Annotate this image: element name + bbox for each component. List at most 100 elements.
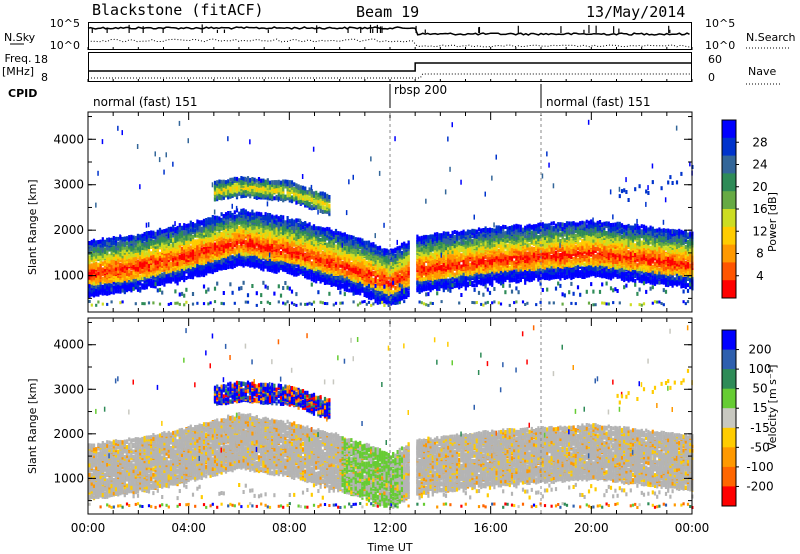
power-cell bbox=[139, 268, 142, 273]
power-cell bbox=[249, 139, 251, 145]
power-cell bbox=[304, 221, 307, 225]
power-cell bbox=[229, 231, 232, 236]
power-cell bbox=[350, 261, 353, 266]
power-cell bbox=[271, 194, 274, 199]
power-cell bbox=[235, 184, 239, 189]
power-cell bbox=[257, 263, 261, 268]
power-cell bbox=[282, 244, 285, 249]
power-cell bbox=[169, 268, 173, 273]
power-cell bbox=[323, 201, 327, 206]
power-cell bbox=[264, 245, 267, 250]
power-cell bbox=[202, 247, 206, 252]
power-cell bbox=[328, 239, 331, 244]
power-cell bbox=[341, 233, 344, 237]
power-cell bbox=[306, 226, 309, 230]
power-cell bbox=[293, 222, 296, 227]
power-cell bbox=[332, 272, 335, 276]
power-cell bbox=[286, 243, 289, 248]
power-cell bbox=[112, 240, 115, 245]
power-cell bbox=[255, 232, 258, 237]
power-cell bbox=[312, 266, 316, 271]
power-cell bbox=[218, 192, 221, 197]
power-cell bbox=[202, 265, 206, 270]
power-cell bbox=[167, 266, 170, 271]
power-cell bbox=[231, 237, 234, 242]
nave-tick-low: 0 bbox=[708, 72, 715, 84]
power-cell bbox=[185, 231, 188, 236]
power-cell bbox=[266, 264, 269, 269]
power-cell bbox=[238, 261, 241, 266]
power-cell bbox=[345, 234, 349, 239]
power-cell bbox=[295, 270, 298, 275]
power-cell bbox=[92, 293, 96, 298]
power-cell bbox=[119, 280, 122, 285]
power-cell bbox=[286, 269, 289, 274]
power-cell bbox=[125, 272, 129, 276]
power-cell bbox=[176, 257, 179, 262]
power-cell bbox=[216, 186, 219, 191]
power-cell bbox=[275, 259, 278, 264]
power-cell bbox=[233, 248, 236, 253]
power-cell bbox=[141, 273, 144, 278]
power-cell bbox=[143, 268, 146, 273]
power-cell bbox=[183, 223, 186, 228]
power-cell bbox=[213, 231, 217, 236]
power-cell bbox=[326, 197, 329, 202]
power-cell bbox=[136, 246, 140, 251]
power-cell bbox=[185, 245, 188, 250]
power-cell bbox=[299, 232, 302, 236]
power-cell bbox=[310, 255, 313, 260]
power-cell bbox=[246, 227, 250, 232]
power-cell bbox=[235, 224, 239, 229]
power-cell bbox=[88, 260, 91, 265]
power-cell bbox=[310, 197, 313, 202]
power-cell bbox=[114, 270, 118, 275]
power-cell bbox=[282, 264, 285, 269]
power-cell bbox=[299, 242, 302, 247]
power-cell bbox=[260, 251, 263, 256]
power-cell bbox=[328, 197, 331, 202]
power-cell bbox=[233, 186, 236, 191]
freq-tick-low: 8 bbox=[41, 72, 48, 84]
power-cell bbox=[163, 273, 166, 278]
power-cell bbox=[90, 289, 93, 294]
power-cell bbox=[172, 243, 175, 248]
power-cell bbox=[334, 263, 338, 268]
power-cell bbox=[112, 290, 115, 295]
power-cell bbox=[326, 231, 329, 236]
power-cell bbox=[185, 236, 188, 241]
power-cell bbox=[101, 279, 104, 284]
power-cell bbox=[128, 257, 131, 262]
power-cell bbox=[257, 228, 261, 233]
power-cell bbox=[185, 226, 188, 231]
power-cell bbox=[165, 270, 168, 275]
power-cell bbox=[312, 244, 316, 249]
power-cell bbox=[189, 240, 192, 245]
power-cell bbox=[268, 213, 272, 217]
power-cell bbox=[235, 187, 239, 192]
power-cell bbox=[277, 179, 280, 184]
power-cell bbox=[218, 239, 221, 244]
power-cell bbox=[249, 212, 252, 217]
power-cell bbox=[249, 234, 252, 239]
power-cell bbox=[343, 232, 346, 237]
power-cell bbox=[332, 231, 335, 236]
power-cell bbox=[213, 215, 217, 220]
power-cell bbox=[180, 268, 184, 273]
power-cell bbox=[99, 251, 102, 256]
power-cell bbox=[158, 267, 162, 272]
power-cell bbox=[187, 138, 189, 144]
power-cell bbox=[341, 260, 344, 265]
power-cell bbox=[213, 244, 217, 249]
power-cell bbox=[88, 243, 91, 248]
power-cell bbox=[191, 270, 195, 275]
power-cell bbox=[255, 216, 258, 221]
power-cell bbox=[310, 275, 313, 280]
power-cell bbox=[213, 226, 217, 231]
power-cell bbox=[216, 232, 219, 237]
power-cell bbox=[244, 248, 247, 253]
power-cell bbox=[345, 276, 349, 281]
power-cell bbox=[286, 234, 289, 239]
power-cell bbox=[161, 232, 164, 237]
power-cell bbox=[255, 241, 258, 246]
